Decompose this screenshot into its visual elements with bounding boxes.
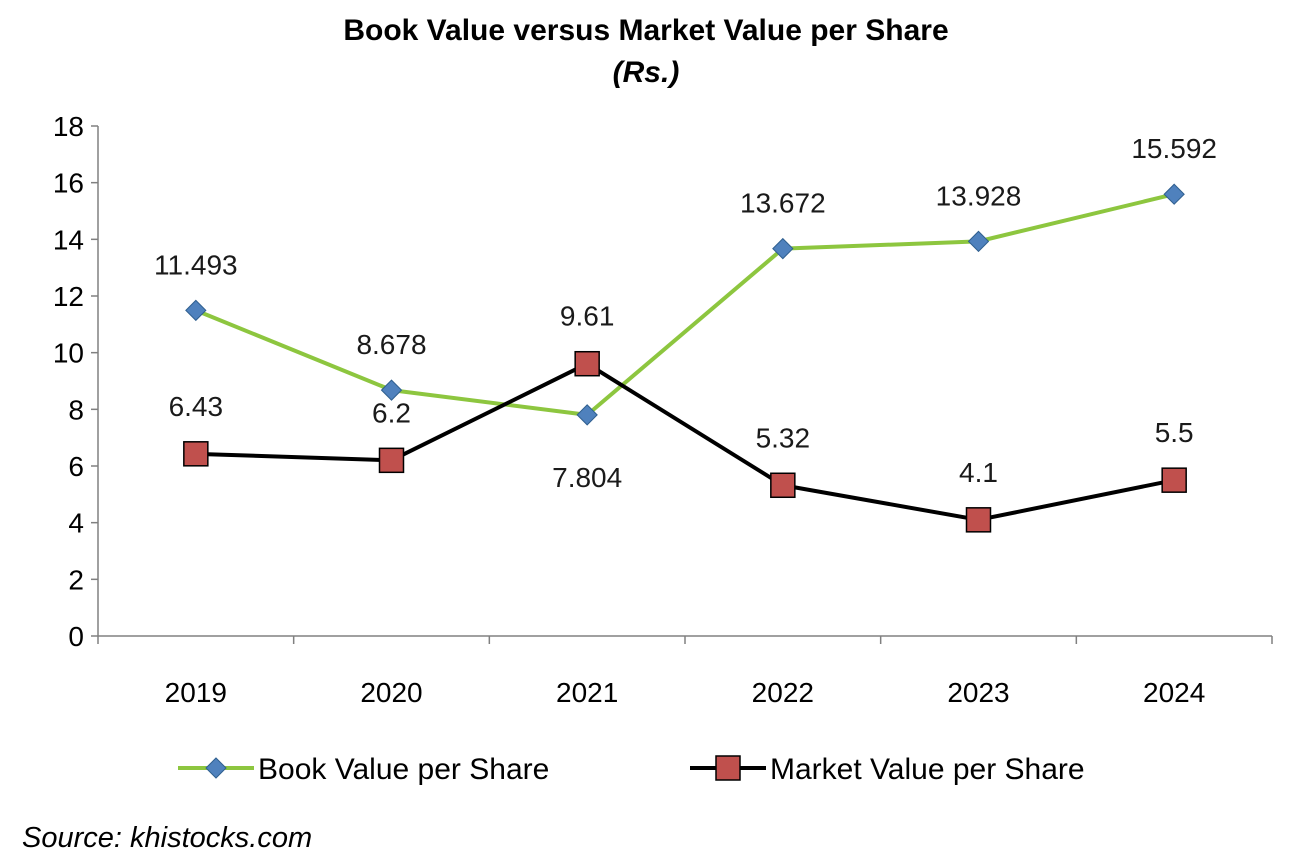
chart-subtitle: (Rs.) — [612, 56, 680, 89]
market-value-label: 5.32 — [756, 422, 811, 453]
legend-book-marker — [205, 757, 227, 779]
market-value-label: 6.2 — [372, 397, 411, 428]
book-value-label: 13.672 — [740, 188, 826, 219]
y-tick-label: 4 — [68, 508, 84, 539]
book-value-label: 7.804 — [552, 462, 622, 493]
market-value-label: 5.5 — [1155, 417, 1194, 448]
market-value-point — [770, 472, 796, 499]
market-value-label: 4.1 — [959, 457, 998, 488]
book-value-label: 13.928 — [936, 180, 1022, 211]
y-tick-label: 10 — [53, 338, 84, 369]
book-value-point — [967, 230, 990, 253]
x-tick-label: 2020 — [360, 677, 422, 708]
y-tick-label: 14 — [53, 224, 84, 255]
market-value-label: 9.61 — [560, 301, 615, 332]
book-value-point — [772, 237, 794, 260]
data-labels: 11.493 8.678 7.804 13.672 13.928 15.592 6.43 6.… — [154, 133, 1217, 493]
market-value-label: 6.43 — [169, 391, 224, 422]
book-value-line — [195, 192, 1175, 417]
legend: Book Value per Share Market Value per Sha… — [178, 753, 1085, 786]
book-value-point — [380, 379, 403, 401]
x-tick-label: 2022 — [752, 677, 814, 708]
legend-market-label: Market Value per Share — [770, 753, 1085, 786]
market-value-point — [378, 447, 405, 474]
book-value-point — [576, 404, 598, 426]
book-value-label: 11.493 — [154, 249, 238, 280]
y-tick-label: 16 — [53, 168, 84, 199]
y-tick-label: 0 — [68, 621, 84, 652]
y-tick-label: 18 — [53, 111, 84, 142]
chart-title: Book Value versus Market Value per Share — [343, 14, 949, 47]
market-value-line — [195, 361, 1175, 522]
x-tick-label: 2023 — [947, 677, 1009, 708]
book-value-label: 8.678 — [356, 329, 426, 360]
x-tick-label: 2024 — [1143, 677, 1205, 708]
source-note: Source: khistocks.com — [22, 822, 313, 854]
y-tick-label: 12 — [53, 281, 84, 312]
y-tick-label: 6 — [68, 451, 84, 482]
series-layer — [183, 183, 1187, 533]
y-tick-label: 2 — [68, 564, 84, 595]
book-value-point — [185, 299, 207, 322]
book-value-point — [1163, 183, 1185, 205]
legend-book-label: Book Value per Share — [258, 753, 549, 786]
book-value-label: 15.592 — [1131, 133, 1217, 164]
market-value-point — [574, 350, 600, 377]
market-value-point — [965, 507, 992, 533]
legend-market-marker — [715, 755, 741, 781]
x-tick-label: 2021 — [556, 677, 618, 708]
y-tick-label: 8 — [68, 394, 84, 425]
axes: 0 2 4 6 8 10 12 14 16 18 2019 2020 2021 2022 2023 2024 — [53, 111, 1273, 708]
market-value-point — [1161, 467, 1187, 493]
market-value-point — [183, 441, 209, 467]
x-tick-label: 2019 — [165, 677, 227, 708]
